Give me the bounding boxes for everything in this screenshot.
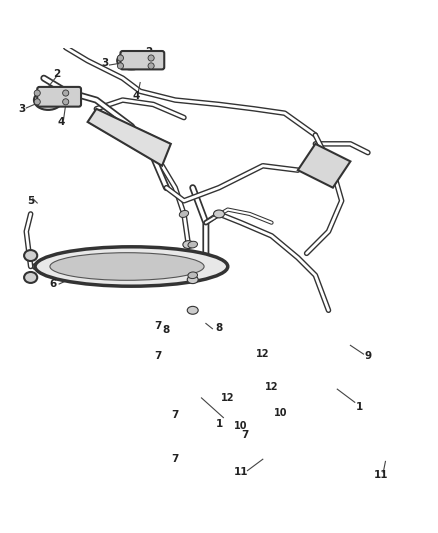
Ellipse shape	[34, 90, 62, 110]
Text: 8: 8	[163, 325, 170, 335]
Polygon shape	[298, 144, 350, 188]
Polygon shape	[88, 109, 171, 166]
Ellipse shape	[50, 253, 204, 280]
Ellipse shape	[183, 241, 194, 248]
Text: 7: 7	[172, 454, 179, 464]
Text: 10: 10	[234, 422, 247, 431]
Circle shape	[63, 90, 69, 96]
Text: 2: 2	[53, 69, 60, 79]
Ellipse shape	[188, 272, 198, 279]
Text: 8: 8	[215, 323, 223, 333]
Text: 3: 3	[102, 58, 109, 68]
Ellipse shape	[35, 247, 228, 286]
Circle shape	[34, 99, 40, 105]
Ellipse shape	[187, 276, 198, 284]
Text: 4: 4	[58, 117, 65, 127]
Text: 12: 12	[256, 349, 269, 359]
Circle shape	[148, 55, 154, 61]
Text: 1: 1	[356, 402, 363, 411]
Text: 11: 11	[374, 470, 389, 480]
Circle shape	[117, 55, 124, 61]
Text: 9: 9	[364, 351, 371, 361]
Text: 1: 1	[215, 419, 223, 429]
Ellipse shape	[24, 272, 37, 283]
Text: 7: 7	[154, 351, 161, 361]
FancyBboxPatch shape	[37, 87, 81, 107]
Text: 6: 6	[49, 279, 56, 289]
Ellipse shape	[188, 241, 198, 248]
Text: 12: 12	[221, 393, 234, 403]
Text: 2: 2	[145, 47, 152, 57]
Circle shape	[63, 99, 69, 105]
Ellipse shape	[214, 210, 224, 218]
Text: 11: 11	[233, 467, 248, 478]
Text: 10: 10	[274, 408, 287, 418]
Ellipse shape	[117, 52, 145, 69]
Text: 4: 4	[132, 91, 139, 101]
FancyBboxPatch shape	[120, 51, 164, 69]
Ellipse shape	[187, 306, 198, 314]
Text: 3: 3	[18, 104, 25, 114]
Text: 7: 7	[242, 430, 249, 440]
Ellipse shape	[179, 211, 189, 217]
Circle shape	[148, 63, 154, 69]
Circle shape	[117, 63, 124, 69]
Text: 5: 5	[27, 196, 34, 206]
Text: 7: 7	[154, 321, 161, 330]
Ellipse shape	[24, 250, 37, 261]
Circle shape	[34, 90, 40, 96]
Text: 7: 7	[172, 410, 179, 421]
Text: 12: 12	[265, 382, 278, 392]
